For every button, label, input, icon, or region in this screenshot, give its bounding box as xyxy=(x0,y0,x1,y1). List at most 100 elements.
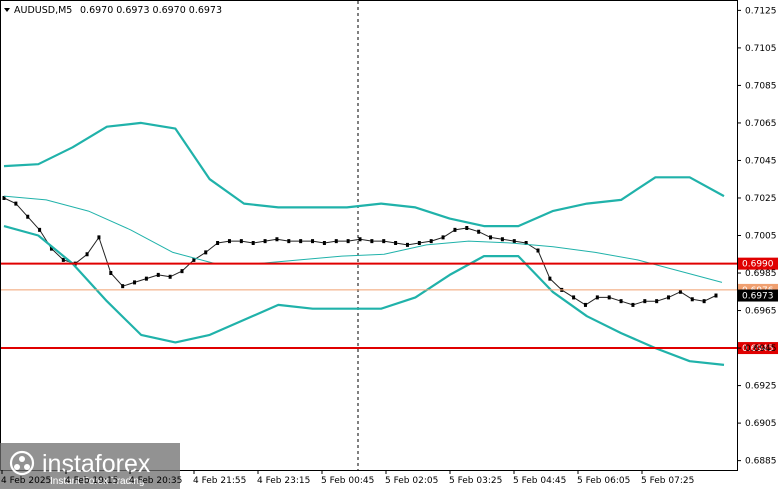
price-point xyxy=(311,239,315,244)
price-point xyxy=(204,250,208,255)
x-tick-label: 5 Feb 03:25 xyxy=(449,476,502,486)
price-point xyxy=(690,297,694,302)
x-tick-label: 4 Feb 20:35 xyxy=(129,476,182,486)
current-price-label: 0.6973 xyxy=(742,292,774,302)
price-point xyxy=(85,252,89,257)
y-tick-label: 0.6945 xyxy=(745,344,777,354)
y-tick-label: 0.6885 xyxy=(745,457,777,467)
price-point xyxy=(299,239,303,244)
x-tick-label: 5 Feb 07:25 xyxy=(641,476,694,486)
price-point xyxy=(465,225,469,230)
lower-level-line-tag-label: 0.6945 xyxy=(742,344,774,354)
price-point xyxy=(192,257,196,262)
y-tick-label: 0.7045 xyxy=(745,156,777,166)
x-axis: 4 Feb 2025 4 Feb 19:15 4 Feb 20:35 4 Feb 21… xyxy=(1,470,694,486)
price-point xyxy=(216,241,220,246)
price-point xyxy=(2,195,6,200)
price-point xyxy=(655,299,659,304)
price-point xyxy=(168,274,172,279)
price-point xyxy=(322,241,326,246)
y-tick-label: 0.7005 xyxy=(745,232,777,242)
upper-level-line-tag xyxy=(738,257,778,270)
price-point xyxy=(702,299,706,304)
watermark-backdrop xyxy=(0,443,180,489)
price-point xyxy=(678,289,682,294)
price-point xyxy=(180,269,184,274)
price-point xyxy=(417,241,421,246)
price-point xyxy=(334,239,338,244)
price-point xyxy=(394,241,398,246)
y-tick-label: 0.7125 xyxy=(745,6,777,16)
price-point xyxy=(49,246,53,251)
price-point xyxy=(500,237,504,242)
price-point xyxy=(358,237,362,242)
y-tick-label: 0.7105 xyxy=(745,44,777,54)
instaforex-logo-icon xyxy=(9,450,35,476)
symbol-label: AUDUSD,M5 xyxy=(14,5,72,16)
watermark-tagline: Instant Forex Trading xyxy=(50,476,145,487)
price-point xyxy=(572,295,576,300)
price-point xyxy=(133,280,137,285)
price-point xyxy=(109,271,113,276)
watermark: instaforex Instant Forex Trading xyxy=(0,443,180,489)
y-axis: 0.7125 0.7105 0.7085 0.7065 0.7045 0.7025 0.70… xyxy=(737,6,777,467)
price-point xyxy=(382,239,386,244)
price-point xyxy=(275,237,279,242)
x-tick-label: 5 Feb 02:05 xyxy=(385,476,438,486)
dropdown-triangle-icon[interactable] xyxy=(4,8,10,12)
lower-level-line-tag xyxy=(738,342,778,355)
price-point xyxy=(97,235,101,240)
price-point xyxy=(441,235,445,240)
y-tick-label: 0.7085 xyxy=(745,81,777,91)
x-tick-label: 4 Feb 19:15 xyxy=(65,476,118,486)
price-point xyxy=(524,241,528,246)
price-point xyxy=(429,239,433,244)
lower-band-line xyxy=(3,225,725,366)
y-tick-label: 0.6965 xyxy=(745,307,777,317)
x-tick-label: 5 Feb 04:45 xyxy=(513,476,566,486)
price-point xyxy=(583,302,587,307)
x-tick-label: 4 Feb 2025 xyxy=(1,476,51,486)
price-point xyxy=(714,293,718,298)
plot-area xyxy=(0,0,738,471)
price-point xyxy=(477,229,481,234)
price-point xyxy=(61,257,65,262)
y-tick-label: 0.6905 xyxy=(745,419,777,429)
watermark-brand: instaforex xyxy=(42,450,151,478)
moving-average-line xyxy=(3,195,723,283)
price-point xyxy=(121,284,125,289)
x-tick-label: 5 Feb 00:45 xyxy=(321,476,374,486)
price-point xyxy=(489,235,493,240)
price-point xyxy=(239,239,243,244)
price-point xyxy=(453,227,457,232)
x-tick-label: 5 Feb 06:05 xyxy=(577,476,630,486)
price-point xyxy=(667,295,671,300)
upper-level-line-tag-label: 0.6990 xyxy=(742,260,774,270)
series-layer xyxy=(2,121,725,366)
price-point xyxy=(38,227,42,232)
price-point xyxy=(536,248,540,253)
price-point xyxy=(370,239,374,244)
y-tick-label: 0.7025 xyxy=(745,194,777,204)
y-tick-label: 0.6925 xyxy=(745,382,777,392)
price-point xyxy=(26,214,30,219)
price-point xyxy=(643,299,647,304)
chart-header: AUDUSD,M5 0.6970 0.6973 0.6970 0.6973 xyxy=(4,5,222,16)
price-point xyxy=(619,299,623,304)
price-point xyxy=(287,239,291,244)
ohlc-label: 0.6970 0.6973 0.6970 0.6973 xyxy=(80,5,222,16)
y-tick-label: 0.7065 xyxy=(745,119,777,129)
price-point xyxy=(156,272,160,277)
price-point xyxy=(346,239,350,244)
price-point xyxy=(227,239,231,244)
price-point xyxy=(607,295,611,300)
price-point xyxy=(548,276,552,281)
y-tick-label: 0.6985 xyxy=(745,269,777,279)
price-point xyxy=(14,201,18,206)
x-tick-label: 4 Feb 23:15 xyxy=(257,476,310,486)
price-point xyxy=(631,302,635,307)
price-point xyxy=(263,239,267,244)
